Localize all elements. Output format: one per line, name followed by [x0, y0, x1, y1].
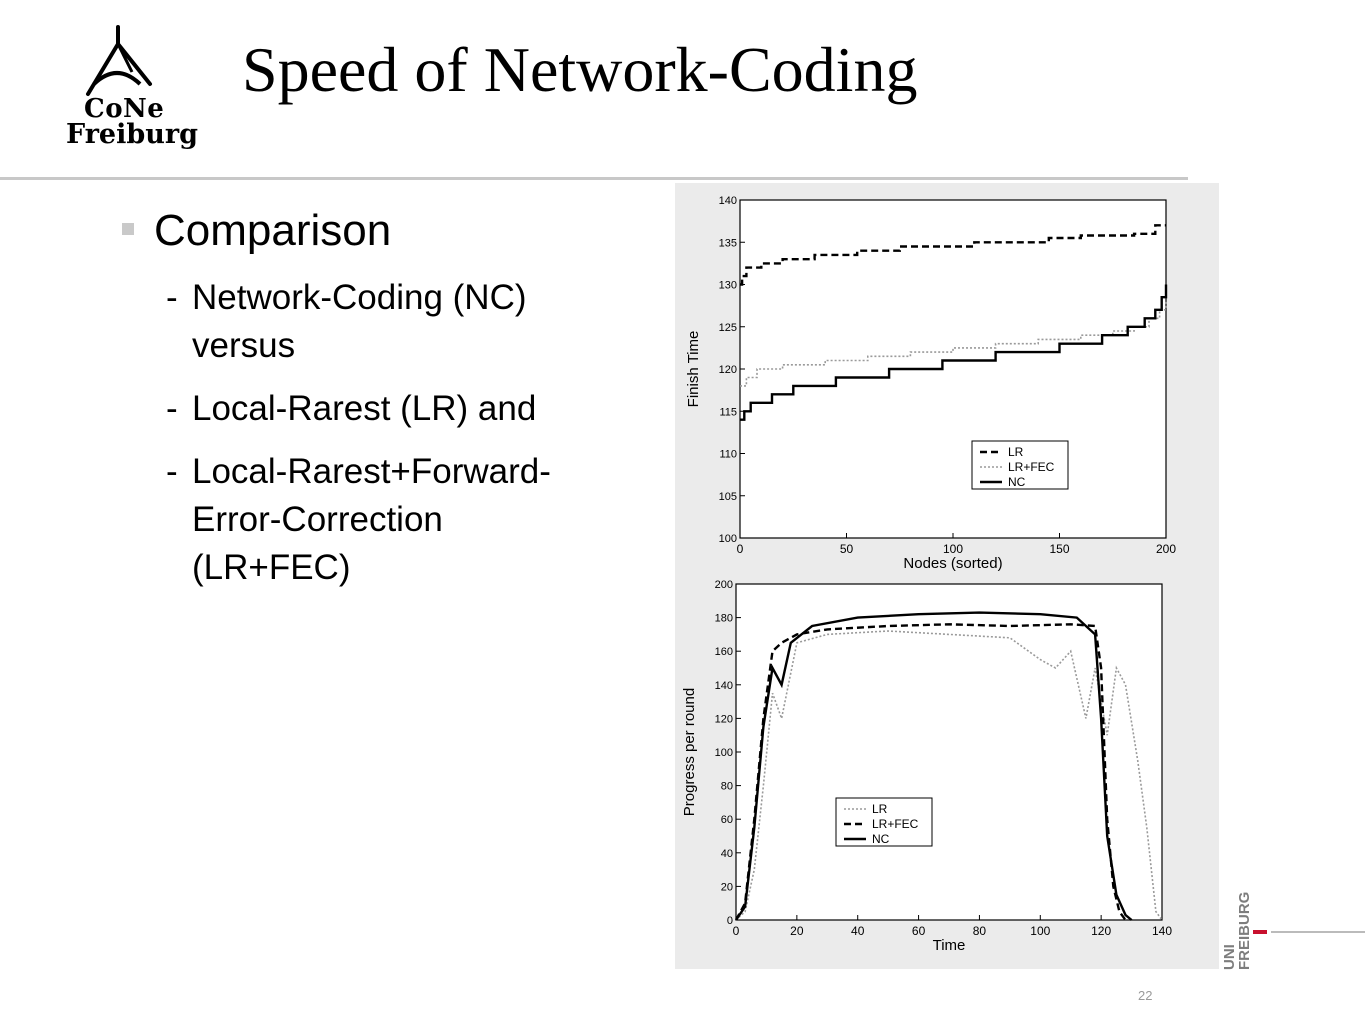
x-tick-label: 150	[1049, 542, 1069, 556]
y-tick-label: 0	[727, 915, 733, 927]
dash-marker: -	[166, 278, 178, 317]
y-tick-label: 160	[715, 646, 733, 658]
y-tick-label: 105	[719, 491, 737, 503]
logo-text-freiburg: Freiburg	[66, 119, 198, 150]
page-number: 22	[1138, 988, 1153, 1003]
x-tick-label: 100	[943, 542, 963, 556]
x-axis-label: Time	[933, 937, 966, 954]
x-tick-label: 0	[733, 924, 740, 938]
charts-svg: 0 50 100 150 200100105110115120125130135140N…	[681, 195, 1176, 954]
y-tick-label: 200	[715, 579, 733, 591]
y-tick-label: 100	[719, 533, 737, 545]
logo-text-cone: CoNe	[84, 94, 165, 124]
series-line-nc	[735, 611, 1133, 921]
series-line-lr	[740, 224, 1166, 286]
legend-label: LR	[1008, 445, 1024, 459]
dash-marker: -	[166, 389, 178, 428]
legend-label: NC	[872, 832, 890, 846]
uni-logo-red-bar	[1253, 930, 1267, 934]
chart-2: 0 20 40 60 80 100 120 140 0 20 40 60 80 100 120 140 160 1…	[681, 579, 1172, 954]
y-tick-label: 20	[721, 881, 733, 893]
y-tick-label: 115	[719, 406, 737, 418]
y-tick-label: 80	[721, 781, 733, 793]
title-divider	[0, 177, 1188, 180]
x-tick-label: 140	[1152, 924, 1172, 938]
slide-title: Speed of Network-Coding	[242, 34, 918, 105]
uni-logo-gray-line	[1271, 931, 1365, 933]
legend-label: LR+FEC	[872, 817, 919, 831]
uni-freiburg-logo: UNI FREIBURG	[1221, 892, 1365, 970]
y-tick-label: 60	[721, 814, 733, 826]
y-axis-label: Finish Time	[685, 331, 702, 408]
y-tick-label: 120	[719, 364, 737, 376]
subitem-text: Network-Coding (NC) versus	[192, 278, 527, 365]
x-tick-label: 60	[912, 924, 926, 938]
y-tick-label: 100	[715, 747, 733, 759]
uni-logo-line2: FREIBURG	[1236, 892, 1253, 970]
x-tick-label: 120	[1091, 924, 1111, 938]
series-line-lr	[735, 630, 1163, 921]
y-tick-label: 140	[719, 195, 737, 207]
y-tick-label: 135	[719, 237, 737, 249]
y-axis-label: Progress per round	[681, 688, 698, 816]
x-tick-label: 20	[790, 924, 804, 938]
legend-label: LR	[872, 802, 888, 816]
figure-panel: 0 50 100 150 200 100 105 110 115 120 125 130 135 140 N…	[675, 183, 1219, 969]
series-line-lr-fec	[740, 301, 1167, 387]
y-tick-label: 180	[715, 613, 733, 625]
cone-logo-mark	[86, 25, 152, 96]
y-tick-label: 110	[719, 449, 737, 461]
y-tick-label: 125	[719, 322, 737, 334]
subitem-text: Local-Rarest (LR) and	[192, 389, 537, 428]
x-tick-label: 40	[851, 924, 865, 938]
uni-logo-line1: UNI	[1221, 944, 1238, 970]
x-tick-label: 200	[1156, 542, 1176, 556]
chart-1: 0 50 100 150 200 100 105 110 115 120 125 130 135 140 N…	[685, 195, 1176, 572]
x-tick-label: 50	[840, 542, 854, 556]
x-axis-label: Nodes (sorted)	[903, 555, 1002, 572]
bullet-square-icon	[122, 223, 134, 235]
y-tick-label: 140	[715, 680, 733, 692]
plot-area	[739, 199, 1167, 539]
y-tick-label: 130	[719, 280, 737, 292]
x-tick-label: 100	[1030, 924, 1050, 938]
plot-area	[735, 583, 1163, 921]
subitem-text: Local-Rarest+Forward-Error-Correction (L…	[192, 452, 551, 587]
bullet-comparison: Comparison	[154, 206, 392, 255]
series-line-nc	[740, 284, 1168, 421]
legend-label: NC	[1008, 475, 1026, 489]
y-tick-label: 120	[715, 713, 733, 725]
dash-marker: -	[166, 452, 178, 491]
y-tick-label: 40	[721, 848, 733, 860]
x-tick-label: 0	[737, 542, 744, 556]
legend-label: LR+FEC	[1008, 460, 1055, 474]
x-tick-label: 80	[973, 924, 987, 938]
